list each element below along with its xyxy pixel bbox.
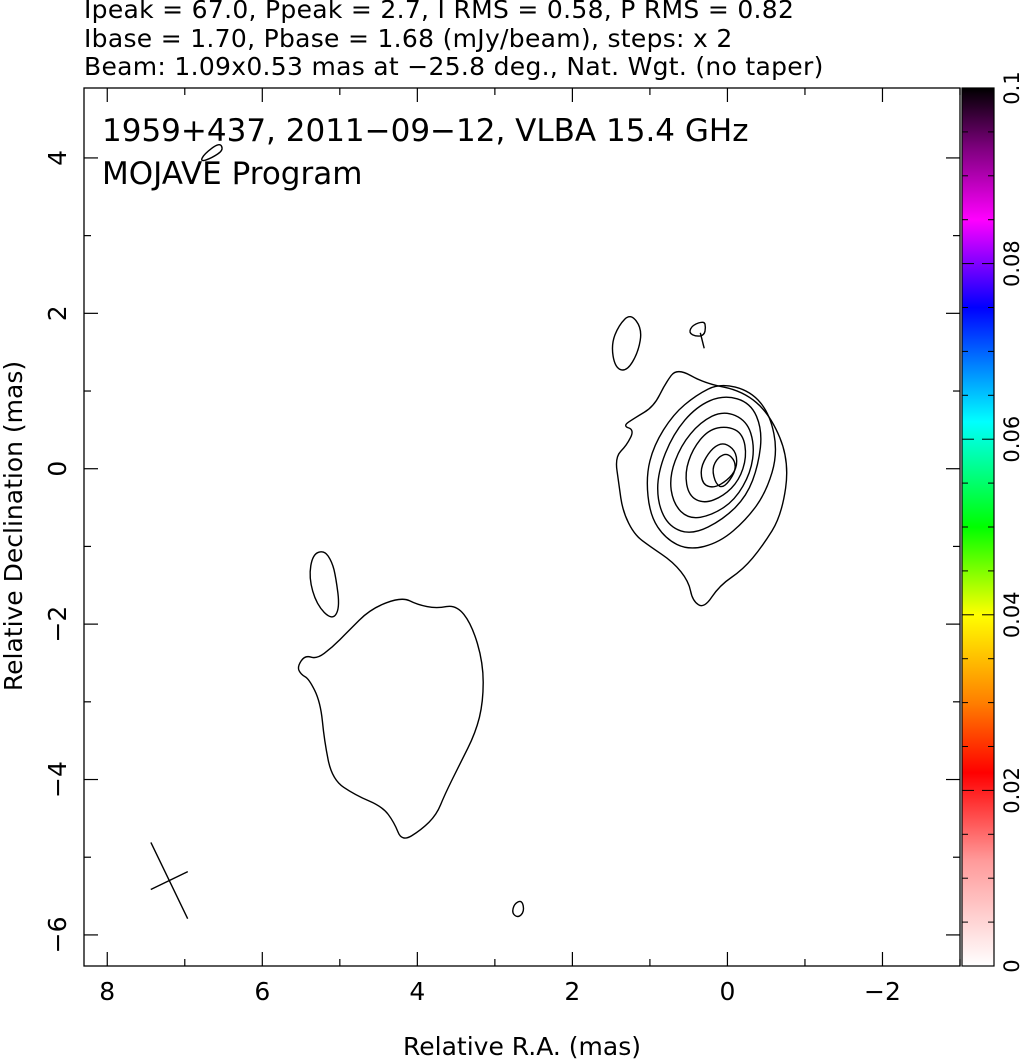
colorbar: 0 0.02 0.04 0.06 0.08 0.1 (961, 71, 1022, 973)
core-contour-1 (615, 370, 788, 607)
beam-area-contour (201, 144, 223, 162)
colorbar-tick-label: 0.02 (1000, 767, 1022, 814)
north-small-contour (689, 321, 707, 337)
core-contour-2 (646, 384, 777, 549)
y-tick-label: 0 (43, 461, 72, 477)
core-contour-7 (712, 453, 736, 488)
contour-layer (201, 144, 788, 918)
axis-ticks: 8 6 4 2 0 −2 4 2 0 −2 −4 −6 (43, 88, 961, 1006)
header-line-1: Ipeak = 67.0, Ppeak = 2.7, I RMS = 0.58,… (84, 0, 795, 24)
colorbar-tick-label: 0.08 (1000, 240, 1022, 287)
y-tick-label: −6 (43, 916, 72, 953)
y-tick-label: −4 (43, 761, 72, 798)
y-tick-label: 4 (43, 150, 72, 166)
x-tick-label: 6 (254, 977, 270, 1006)
north-small-tail (699, 332, 705, 349)
beam-minor-axis (150, 870, 189, 891)
y-axis-label: Relative Declination (mas) (0, 361, 28, 691)
x-axis-label: Relative R.A. (mas) (403, 1032, 641, 1061)
colorbar-tick-label: 0.1 (1000, 71, 1022, 104)
colorbar-tick-label: 0.06 (1000, 416, 1022, 463)
axis-labels: 1959+437, 2011−09−12, VLBA 15.4 GHz MOJA… (0, 113, 748, 1061)
south-small-contour (512, 900, 525, 918)
north-blob-contour (611, 316, 642, 371)
southern-lobe-contour (297, 598, 484, 839)
y-tick-label: −2 (43, 606, 72, 643)
colorbar-tick-label: 0.04 (1000, 591, 1022, 638)
mid-blob-contour (309, 551, 340, 618)
plot-title-line-2: MOJAVE Program (102, 156, 362, 192)
y-tick-label: 2 (43, 305, 72, 321)
plot-border (83, 87, 961, 967)
core-contour-5 (685, 426, 747, 503)
beam-marker (150, 842, 189, 919)
x-tick-label: 0 (719, 977, 735, 1006)
core-contour-6 (700, 443, 738, 488)
x-tick-label: −2 (864, 977, 901, 1006)
header-line-2: Ibase = 1.70, Pbase = 1.68 (mJy/beam), s… (84, 24, 733, 53)
x-tick-label: 8 (99, 977, 115, 1006)
header-line-3: Beam: 1.09x0.53 mas at −25.8 deg., Nat. … (84, 52, 824, 81)
plot-frame (83, 87, 961, 967)
core-contour-4 (670, 412, 754, 519)
plot-title-line-1: 1959+437, 2011−09−12, VLBA 15.4 GHz (102, 113, 748, 149)
x-tick-label: 4 (409, 977, 425, 1006)
x-tick-label: 2 (564, 977, 580, 1006)
colorbar-tick-label: 0 (1000, 959, 1022, 972)
core-contour-3 (656, 396, 762, 533)
